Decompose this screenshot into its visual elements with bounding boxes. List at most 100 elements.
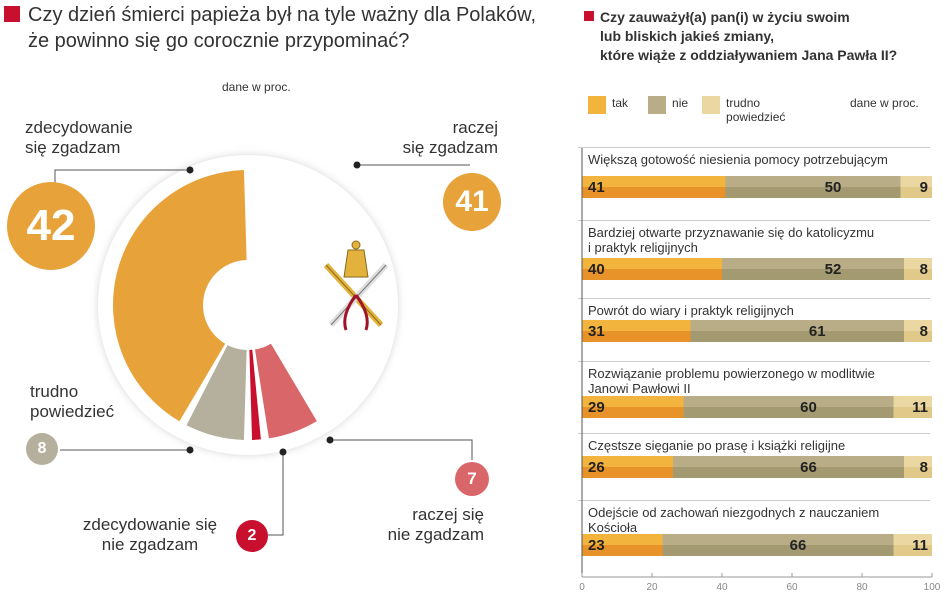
- bar-value-label: 29: [588, 399, 605, 416]
- bar-segment-tak: [582, 467, 673, 478]
- bar-segment-trudno: [900, 187, 932, 198]
- legend-label-tak: tak: [612, 96, 629, 110]
- bar-value-label: 61: [809, 323, 826, 340]
- bar-value-label: 50: [825, 179, 842, 196]
- donut-chart: [54, 155, 473, 536]
- vatican-coat-of-arms-icon: [323, 240, 389, 331]
- stacked-bar-chart: 41 50 9 40 52 8 31 61 8 29 60 11 26 66 8 23 66 11 0 20 40 60 8…: [579, 148, 941, 593]
- bar-segment-trudno: [893, 407, 932, 418]
- legend-swatch-tak: [588, 96, 606, 114]
- bar-segment-nie: [683, 396, 894, 407]
- label-hard-to-say: trudno powiedzieć: [30, 382, 115, 421]
- bar-segment-nie: [662, 545, 894, 556]
- value-bubble-strongly-disagree: 2: [236, 520, 268, 552]
- bar-value-label: 66: [800, 459, 817, 476]
- label-strongly-agree: zdecydowanie się zgadzam: [25, 118, 133, 157]
- row-separator: [578, 147, 930, 148]
- row-separator: [578, 433, 930, 434]
- x-tick-label: 100: [924, 582, 941, 593]
- row-separator: [578, 361, 930, 362]
- bar-value-label: 9: [920, 179, 928, 196]
- bar-segment-trudno: [904, 456, 932, 467]
- bar-value-label: 8: [920, 323, 928, 340]
- bar-segment-nie: [725, 187, 901, 198]
- bar-segment-nie: [690, 320, 904, 331]
- slice-rather-disagree: [254, 343, 317, 439]
- x-tick-label: 0: [579, 582, 585, 593]
- title-marker: [4, 6, 20, 22]
- bar-segment-nie: [725, 176, 901, 187]
- bar-value-label: 8: [920, 459, 928, 476]
- bar-segment-trudno: [904, 269, 932, 280]
- x-tick-label: 40: [716, 582, 728, 593]
- label-rather-agree: raczej się zgadzam: [402, 118, 498, 157]
- bar-value-label: 66: [790, 537, 807, 554]
- row-separator: [578, 220, 930, 221]
- right-unit: dane w proc.: [850, 96, 919, 110]
- bar-value-label: 41: [588, 179, 605, 196]
- bar-segment-trudno: [893, 396, 932, 407]
- row-separator: [578, 500, 930, 501]
- bar-value-label: 26: [588, 459, 605, 476]
- x-tick-label: 60: [786, 582, 798, 593]
- bar-segment-trudno: [900, 176, 932, 187]
- bar-segment-trudno: [904, 467, 932, 478]
- bar-category-label: Rozwiązanie problemu powierzonego w modl…: [588, 366, 875, 396]
- bar-category-label: Powrót do wiary i praktyk religijnych: [588, 303, 794, 318]
- right-title-marker: [584, 11, 594, 21]
- left-title: Czy dzień śmierci papieża był na tyle wa…: [28, 4, 537, 52]
- left-unit: dane w proc.: [222, 80, 291, 94]
- bar-segment-trudno: [904, 258, 932, 269]
- x-tick-label: 20: [646, 582, 658, 593]
- bar-category-label: Większą gotowość niesienia pomocy potrze…: [588, 152, 888, 167]
- bar-segment-nie: [722, 258, 904, 269]
- bar-segment-nie: [722, 269, 904, 280]
- legend-label-nie: nie: [672, 96, 689, 110]
- bar-segment-trudno: [904, 331, 932, 342]
- slice-hard-to-say: [186, 345, 247, 440]
- slice-strongly-disagree: [249, 349, 261, 440]
- bar-segment-trudno: [904, 320, 932, 331]
- bar-category-label: Odejście od zachowań niezgodnych z naucz…: [588, 505, 880, 535]
- legend: tak nie trudno powiedzieć: [588, 96, 785, 124]
- bar-segment-tak: [582, 534, 663, 545]
- bar-segment-nie: [690, 331, 904, 342]
- bar-value-label: 31: [588, 323, 605, 340]
- value-bubble-rather-agree: 41: [443, 173, 501, 231]
- value-bubble-hard-to-say: 8: [26, 433, 58, 465]
- legend-swatch-trudno: [702, 96, 721, 114]
- bar-segment-trudno: [893, 545, 932, 556]
- bar-category-label: Bardziej otwarte przyznawanie się do kat…: [588, 225, 875, 255]
- bar-value-label: 11: [912, 537, 928, 554]
- bar-segment-tak: [582, 176, 726, 187]
- legend-label-trudno: trudno powiedzieć: [726, 96, 786, 124]
- bar-segment-tak: [582, 258, 722, 269]
- bar-segment-tak: [582, 320, 691, 331]
- bar-segment-tak: [582, 396, 684, 407]
- bar-segment-trudno: [893, 534, 932, 545]
- label-rather-disagree: raczej się nie zgadzam: [387, 505, 484, 544]
- label-strongly-disagree: zdecydowanie się nie zgadzam: [82, 515, 218, 554]
- legend-swatch-nie: [648, 96, 667, 114]
- bar-segment-tak: [582, 187, 726, 198]
- bar-value-label: 60: [800, 399, 817, 416]
- value-bubble-strongly-agree: 42: [7, 182, 95, 270]
- bar-segment-nie: [673, 456, 904, 467]
- bar-value-label: 52: [825, 261, 842, 278]
- bar-segment-tak: [582, 269, 722, 280]
- x-tick-label: 80: [856, 582, 868, 593]
- bar-segment-nie: [662, 534, 894, 545]
- slice-strongly-agree: [113, 170, 247, 422]
- bar-segment-tak: [582, 456, 673, 467]
- bar-value-label: 11: [912, 399, 928, 416]
- right-title: Czy zauważył(a) pan(i) w życiu swoim lub …: [600, 9, 898, 63]
- bar-segment-tak: [582, 331, 691, 342]
- value-bubble-rather-disagree: 7: [455, 462, 489, 496]
- bar-segment-nie: [673, 467, 904, 478]
- bar-category-label: Częstsze sięganie po prasę i książki rel…: [588, 438, 846, 453]
- bar-segment-tak: [582, 407, 684, 418]
- row-separator: [578, 298, 930, 299]
- bar-value-label: 8: [920, 261, 928, 278]
- bar-segment-tak: [582, 545, 663, 556]
- bar-segment-nie: [683, 407, 894, 418]
